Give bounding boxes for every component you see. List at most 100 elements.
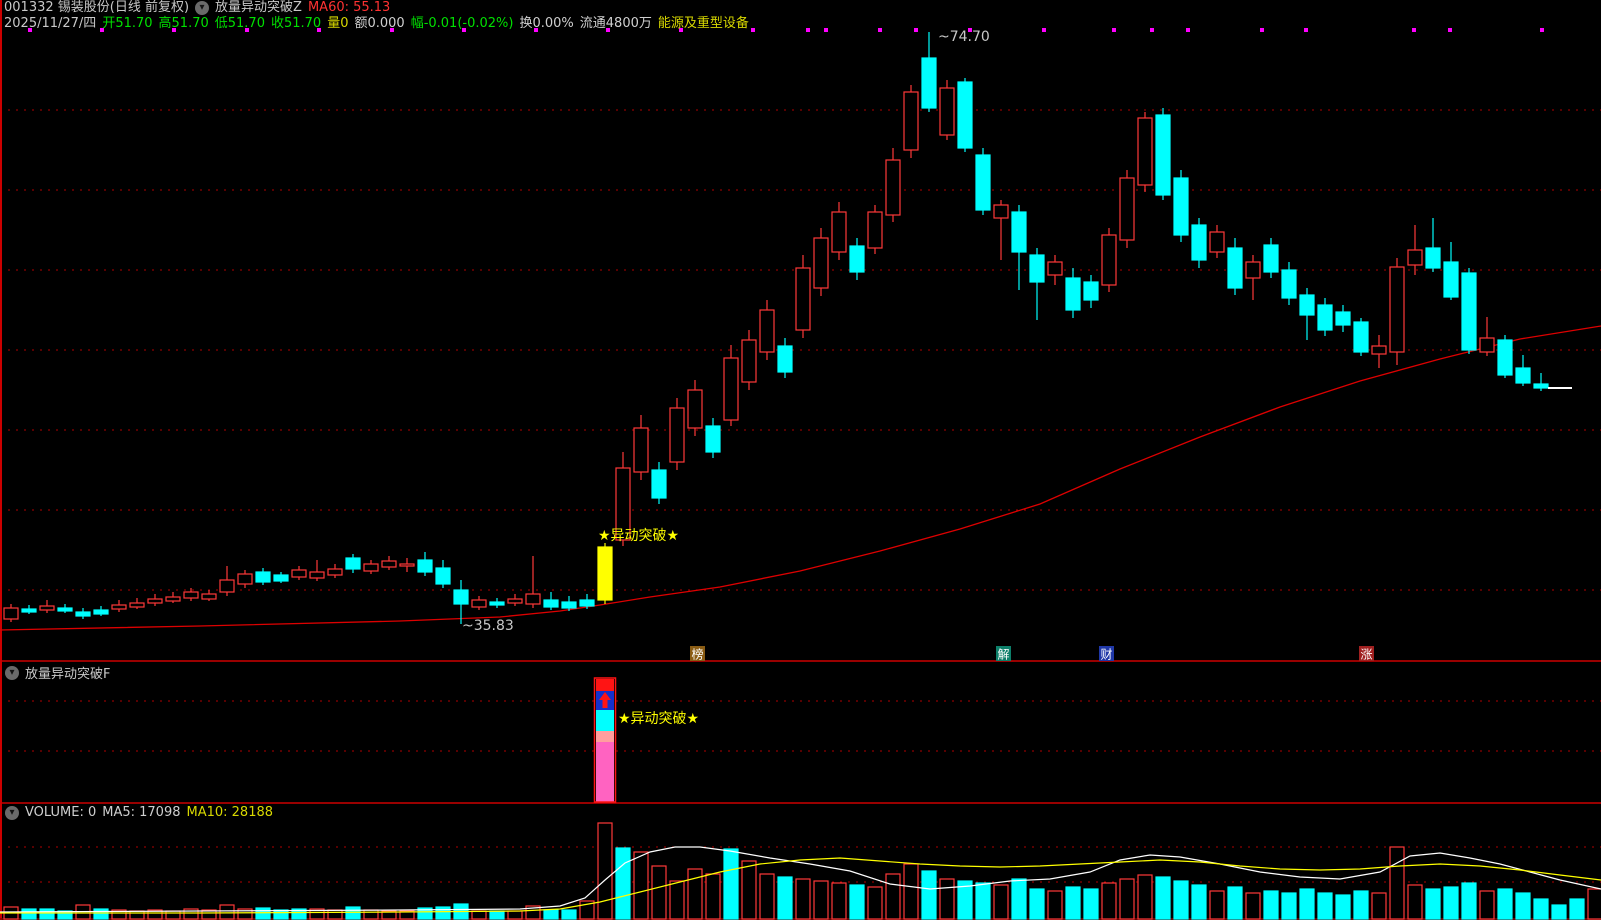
info-marker-badge[interactable] (1359, 646, 1374, 661)
signal-bar (593, 677, 617, 803)
candle-body (1461, 272, 1477, 351)
volume-bar (237, 908, 253, 920)
breakout-label-main: ★异动突破★ (598, 528, 679, 544)
candle-body (561, 601, 577, 609)
candle-body (1227, 247, 1243, 289)
volume-bar (1299, 888, 1315, 920)
volume-bar (669, 880, 685, 920)
candle-body (741, 339, 757, 383)
candle-body (381, 560, 397, 568)
signal-red-segment (596, 679, 614, 691)
candle-body (273, 574, 289, 582)
volume-bar (1047, 890, 1063, 920)
breakout-label-panel2: ★异动突破★ (618, 711, 699, 727)
volume-ma10-polyline (0, 857, 1601, 914)
quote-open: 开51.70 (102, 16, 153, 31)
info-marker-badge[interactable] (996, 646, 1011, 661)
candle-body (1443, 261, 1459, 298)
candle-body (1011, 211, 1027, 253)
info-marker-badge[interactable] (1099, 646, 1114, 661)
candle-body (93, 609, 109, 615)
volume-bar (471, 910, 487, 920)
info-marker-badge[interactable] (690, 646, 705, 661)
volume-bar (831, 882, 847, 920)
volume-bar (795, 878, 811, 920)
volume-bar (903, 863, 919, 920)
volume-bar (525, 905, 541, 920)
candle-body (975, 154, 991, 211)
candle-body (57, 607, 73, 612)
volume-bar (597, 822, 613, 920)
candle-body (1533, 383, 1549, 389)
week-dot (172, 28, 176, 32)
week-dot (1112, 28, 1116, 32)
indicator-dropdown-icon[interactable]: ▾ (195, 0, 210, 15)
candle-body (1515, 367, 1531, 384)
candle-body (921, 57, 937, 109)
candle-body (363, 563, 379, 572)
week-dot (824, 28, 828, 32)
volume-bar (291, 908, 307, 920)
quote-close: 收51.70 (270, 16, 322, 31)
candle-body (615, 467, 631, 541)
candle-body (525, 593, 541, 605)
volume-bar (219, 904, 235, 920)
quote-high: 高51.70 (158, 16, 209, 31)
week-dot (914, 28, 918, 32)
candle-body (255, 571, 271, 583)
volume-bar (1263, 890, 1279, 920)
panel3-dropdown-icon[interactable]: ▾ (5, 805, 19, 820)
volume-bar (183, 908, 199, 920)
candle-body (219, 579, 235, 593)
volume-bar (651, 865, 667, 920)
week-dot (606, 28, 610, 32)
volume-bar (57, 910, 73, 920)
volume-bar (543, 909, 559, 920)
quote-sector[interactable]: 能源及重型设备 (657, 16, 749, 31)
candle-body (471, 599, 487, 608)
volume-bar (1137, 874, 1153, 920)
panel2-indicator-name[interactable]: 放量异动突破F (25, 667, 111, 682)
panel2-dropdown-icon[interactable]: ▾ (5, 665, 19, 680)
candle-body (1371, 345, 1387, 355)
volume-bar (741, 860, 757, 920)
candle-body (867, 211, 883, 249)
volume-bar (1497, 888, 1513, 920)
quote-change: 幅-0.01(-0.02%) (410, 16, 514, 31)
candle-body (1245, 261, 1261, 279)
stock-code-title: 001332 锡装股份(日线 前复权) (4, 0, 190, 15)
volume-bar (1461, 882, 1477, 920)
candle-body (1263, 244, 1279, 273)
candle-body (1317, 304, 1333, 331)
candle-body (849, 245, 865, 273)
candle-body (1407, 249, 1423, 266)
candle-body (345, 557, 361, 570)
candle-body (237, 573, 253, 585)
info-marker-label: 涨 (1360, 647, 1372, 662)
up-arrow-icon (599, 692, 611, 700)
week-dot (679, 28, 683, 32)
candle-body (309, 571, 325, 579)
volume-bar (921, 870, 937, 920)
candle-body (1029, 254, 1045, 283)
volume-bar (147, 909, 163, 920)
indicator-name[interactable]: 放量异动突破Z (215, 0, 302, 15)
candle-body (1299, 294, 1315, 316)
candle-body (291, 569, 307, 578)
candle-body (1389, 266, 1405, 353)
volume-bars (0, 822, 1601, 920)
volume-bar (165, 910, 181, 920)
volume-bar (417, 907, 433, 920)
volume-bar (273, 909, 289, 920)
volume-bar (489, 910, 505, 920)
signal-bar-outline (593, 677, 617, 803)
week-dot (1304, 28, 1308, 32)
volume-bar (1407, 884, 1423, 920)
ma60-line (0, 325, 1601, 631)
volume-bar (759, 873, 775, 920)
candle-body (1497, 339, 1513, 376)
volume-ma5-value: MA5: 17098 (102, 805, 181, 820)
